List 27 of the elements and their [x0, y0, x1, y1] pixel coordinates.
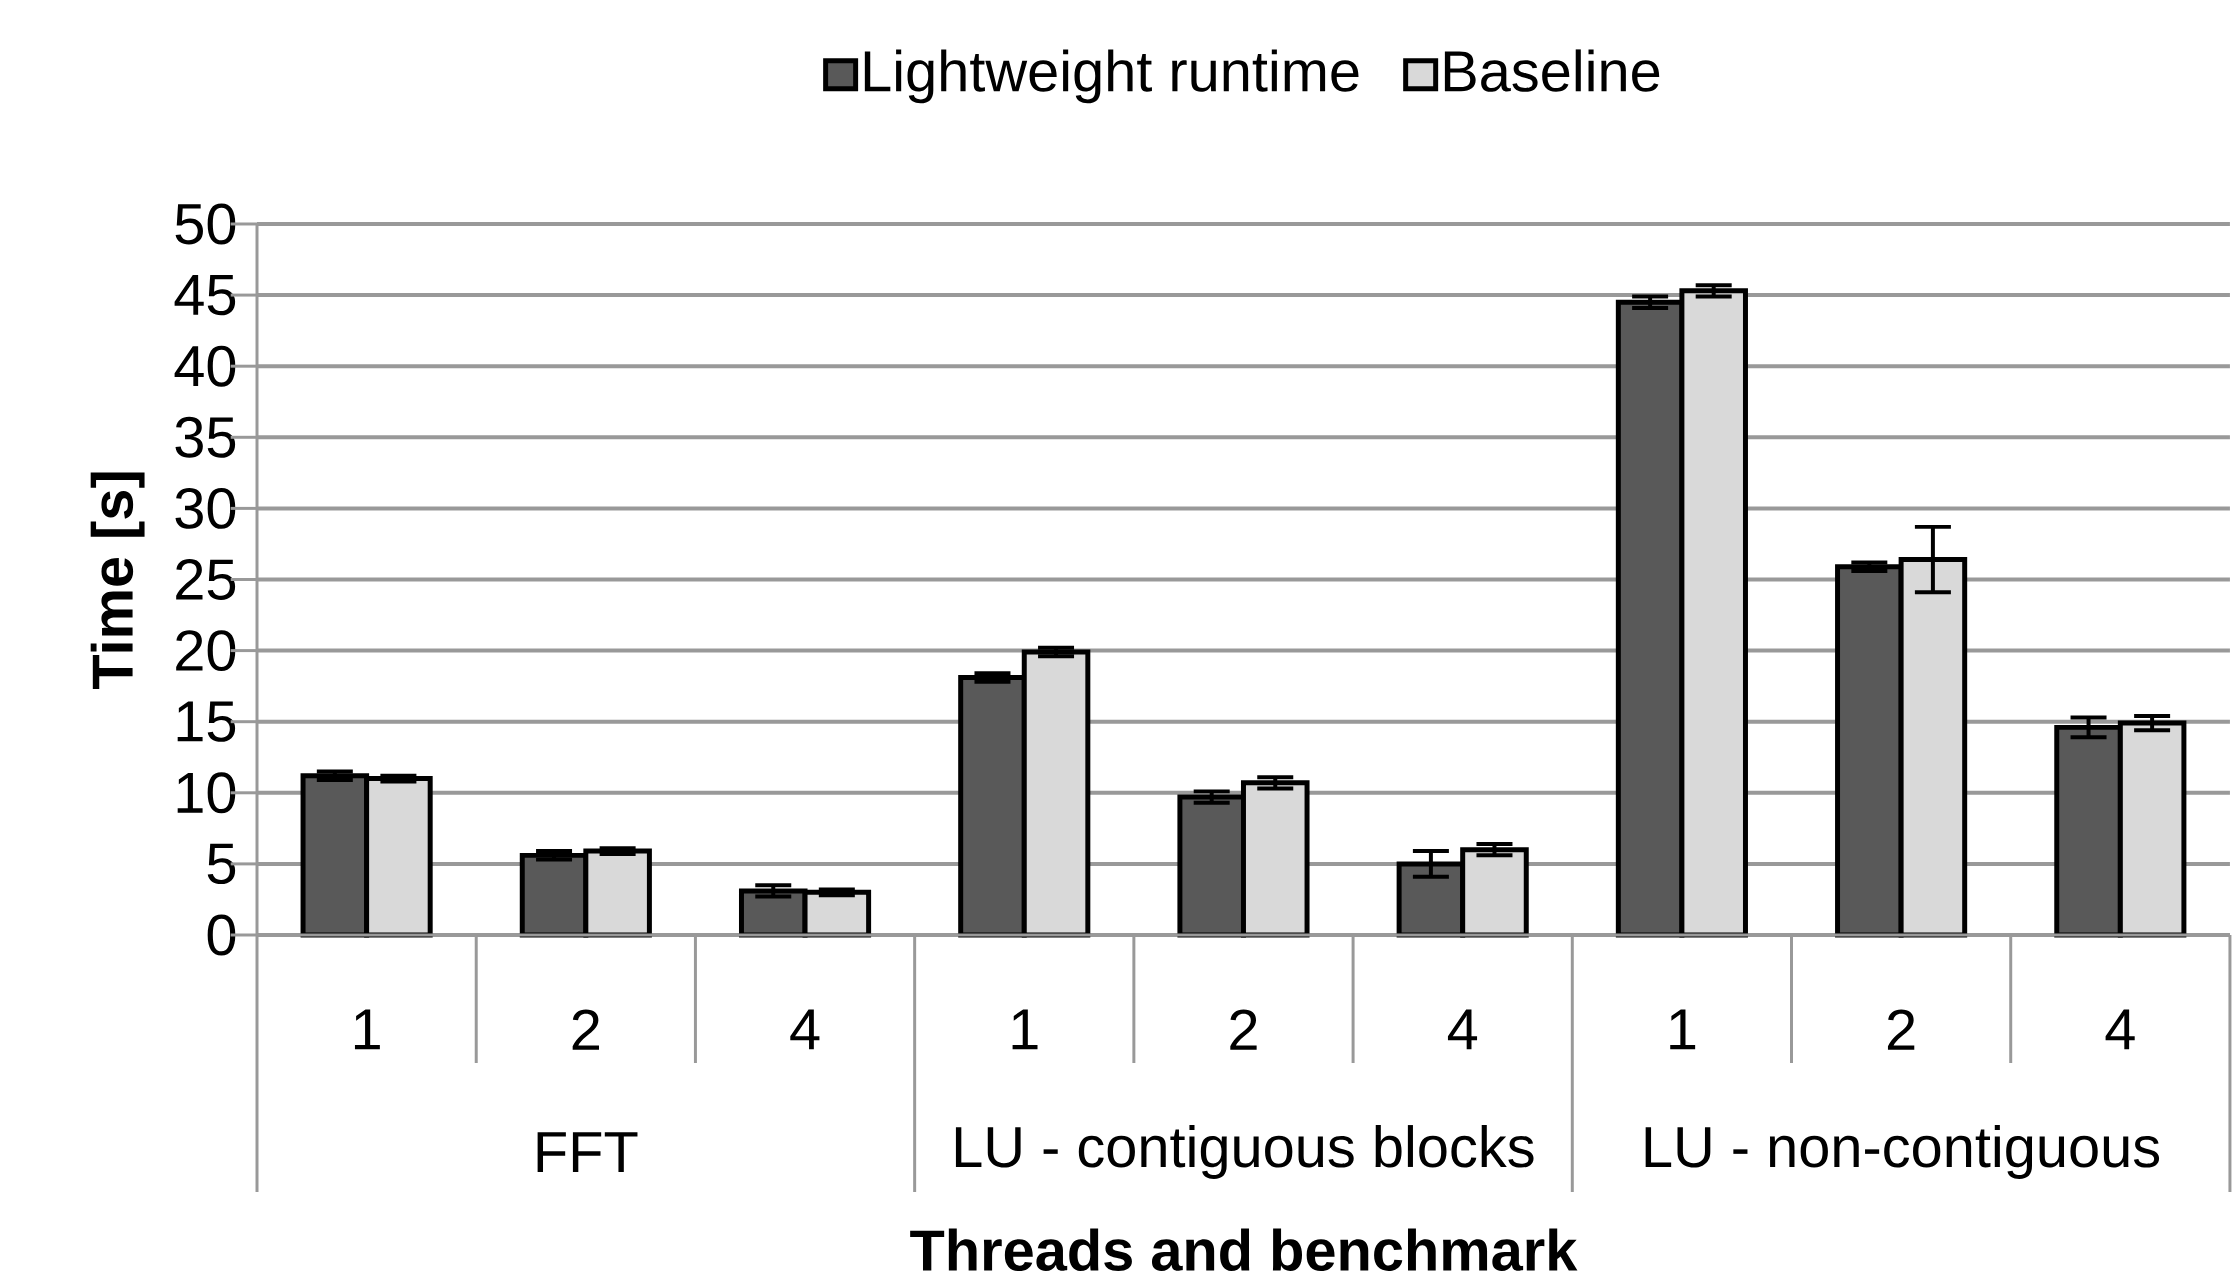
- y-tick-label: 50: [175, 203, 236, 245]
- x-axis-title: Threads and benchmark: [910, 1228, 1578, 1271]
- y-tick-label: 0: [207, 914, 236, 956]
- legend-label: Baseline: [1444, 49, 1660, 92]
- y-tick-label: 20: [176, 630, 236, 672]
- y-tick-label: 5: [207, 843, 236, 885]
- x-tick-label: 4: [790, 1009, 820, 1050]
- x-tick-label: 1: [1012, 1009, 1038, 1050]
- x-tick-label: 4: [2105, 1009, 2135, 1050]
- text: FFT: [537, 1132, 638, 1172]
- y-tick-label: 30: [175, 487, 236, 529]
- x-tick-label: 4: [1447, 1009, 1478, 1050]
- x-tick-label: 2: [1887, 1009, 1915, 1050]
- text: LU - contiguous blocks: [955, 1125, 1534, 1179]
- y-axis-title: Time [s]: [90, 472, 145, 690]
- text: LU - non-contiguous: [1645, 1125, 2160, 1179]
- x-tick-label: 1: [354, 1009, 380, 1050]
- legend-label: Lightweight runtime: [864, 49, 1359, 104]
- y-tick-label: 35: [175, 416, 236, 458]
- y-tick-label: 40: [174, 345, 236, 387]
- y-tick-label: 45: [174, 274, 236, 316]
- x-tick-label: 2: [572, 1009, 599, 1050]
- x-tick-label: 1: [1670, 1009, 1696, 1050]
- x-tick-label: 2: [1230, 1009, 1257, 1050]
- y-tick-label: 15: [177, 701, 236, 742]
- y-tick-label: 10: [177, 772, 236, 814]
- y-tick-label: 25: [176, 559, 236, 600]
